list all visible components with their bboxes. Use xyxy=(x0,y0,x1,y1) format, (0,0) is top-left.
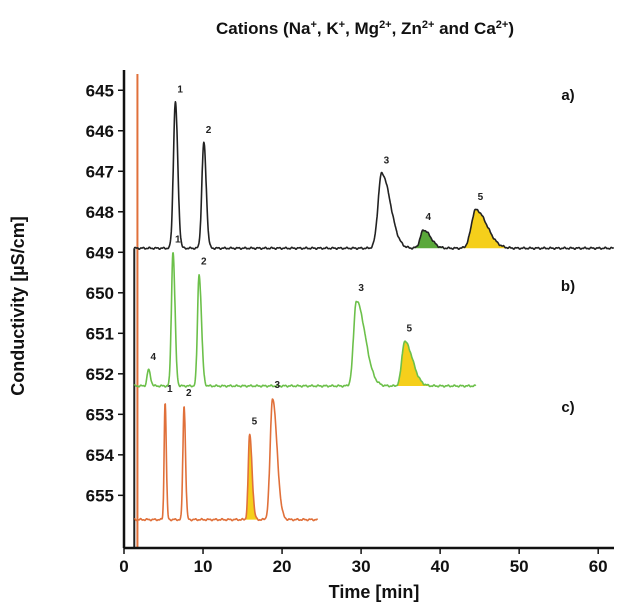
y-tick-label: 650 xyxy=(86,284,114,303)
peak-label: 3 xyxy=(275,380,281,391)
x-tick-label: 20 xyxy=(273,557,292,576)
peak-label: 2 xyxy=(186,388,192,399)
annotations: 1 2 3 4 5 a) 4 1 2 3 5 b) 1 2 5 3 c) xyxy=(150,84,575,427)
panel-label: a) xyxy=(561,87,574,104)
x-axis-label: Time [min] xyxy=(329,582,420,602)
y-tick-label: 652 xyxy=(86,365,114,384)
peak-fill-4 xyxy=(414,230,447,249)
panel-label: c) xyxy=(561,399,574,416)
x-tick-label: 50 xyxy=(510,557,529,576)
y-tick-label: 655 xyxy=(86,486,114,505)
series-trace-c xyxy=(133,398,319,522)
peak-label: 2 xyxy=(206,125,212,136)
peak-fills xyxy=(245,209,512,520)
peak-label: 4 xyxy=(150,352,156,363)
y-tick-label: 647 xyxy=(86,162,114,181)
axes: 0 10 20 30 40 50 60 645 646 647 648 649 650 651 652 653… xyxy=(86,70,614,576)
peak-label: 1 xyxy=(175,234,181,245)
x-tick-label: 0 xyxy=(119,557,128,576)
x-tick-label: 60 xyxy=(589,557,608,576)
x-tick-label: 10 xyxy=(194,557,213,576)
panel-label: b) xyxy=(561,278,575,295)
y-tick-label: 645 xyxy=(86,81,114,100)
y-axis-label: Conductivity [µS/cm] xyxy=(8,216,28,395)
y-tick-label: 651 xyxy=(86,324,114,343)
series-trace-a xyxy=(133,101,615,250)
peak-label: 4 xyxy=(425,212,431,223)
peak-label: 3 xyxy=(358,283,364,294)
trace-lines xyxy=(133,74,615,548)
peak-fill-5 xyxy=(462,209,512,249)
peak-label: 5 xyxy=(252,417,258,428)
peak-label: 1 xyxy=(167,384,173,395)
peak-label: 5 xyxy=(407,323,413,334)
peak-label: 3 xyxy=(384,155,390,166)
y-tick-label: 653 xyxy=(86,405,114,424)
peak-fill-5 xyxy=(245,434,258,520)
peak-label: 1 xyxy=(177,84,183,95)
series-trace-b xyxy=(133,252,477,388)
chart-title: Cations (Na+, K+, Mg2+, Zn2+ and Ca2+) xyxy=(216,19,514,38)
x-tick-label: 30 xyxy=(352,557,371,576)
peak-label: 5 xyxy=(478,192,484,203)
y-tick-label: 646 xyxy=(86,122,114,141)
y-tick-label: 649 xyxy=(86,243,114,262)
y-tick-label: 648 xyxy=(86,203,114,222)
x-tick-label: 40 xyxy=(431,557,450,576)
peak-label: 2 xyxy=(201,257,207,268)
y-tick-label: 654 xyxy=(86,446,115,465)
peak-fill-5 xyxy=(396,341,430,387)
